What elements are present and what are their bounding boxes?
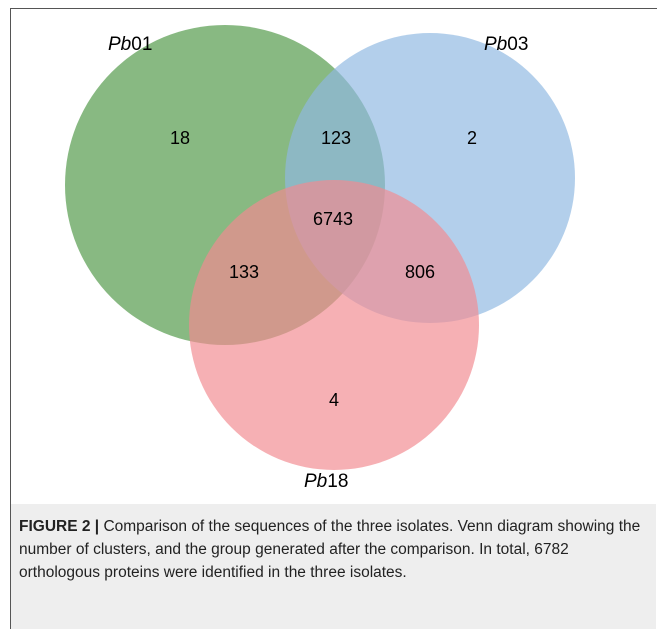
figure-frame — [10, 8, 657, 629]
caption-box — [11, 504, 656, 629]
set-pb03-label: Pb03 — [484, 34, 528, 55]
region-only-pb18: 4 — [329, 390, 339, 410]
set-pb18-circle — [189, 180, 479, 470]
region-only-pb03: 2 — [467, 128, 477, 148]
caption-label: FIGURE 2 | — [19, 518, 100, 535]
region-pb01-pb18: 133 — [229, 262, 259, 282]
region-pb03-pb18: 806 — [405, 262, 435, 282]
region-all: 6743 — [313, 209, 353, 229]
region-only-pb01: 18 — [170, 128, 190, 148]
region-pb01-pb03: 123 — [321, 128, 351, 148]
caption-text: Comparison of the sequences of the three… — [19, 518, 641, 581]
set-pb18-label: Pb18 — [304, 471, 348, 492]
figure-caption: FIGURE 2 | Comparison of the sequences o… — [19, 515, 649, 584]
set-pb01-label: Pb01 — [108, 34, 152, 55]
venn-diagram: Pb01 Pb03 Pb18 18 2 4 123 133 806 6743 — [65, 25, 575, 492]
